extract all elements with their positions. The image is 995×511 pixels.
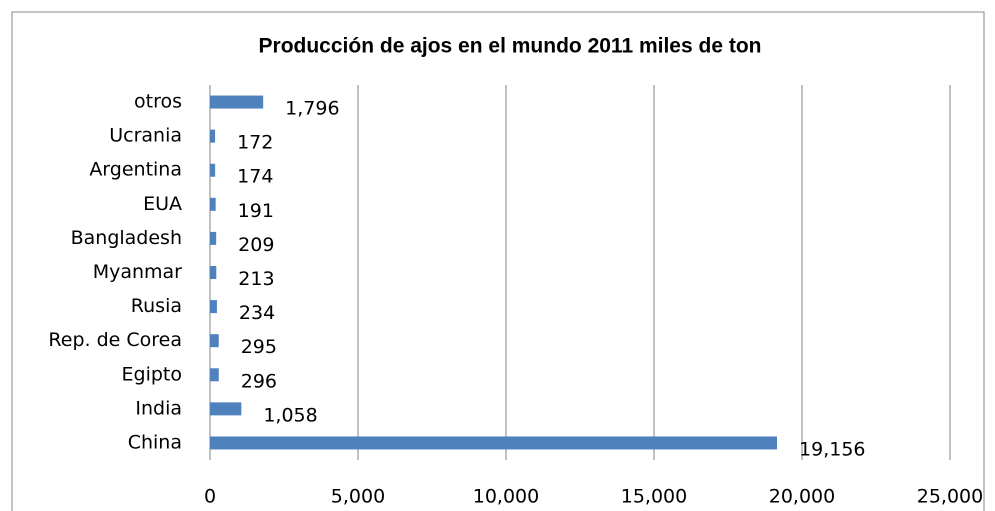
x-tick-label: 10,000 (473, 486, 539, 508)
bar (210, 197, 216, 211)
x-tick-label: 0 (204, 486, 216, 508)
chart-title: Producción de ajos en el mundo 2011 mile… (259, 35, 762, 58)
chart-frame (11, 11, 985, 511)
bar (210, 95, 264, 109)
bar (210, 436, 778, 450)
x-tick-label: 5,000 (331, 486, 385, 508)
data-label: 234 (239, 302, 275, 324)
data-label: 296 (241, 370, 277, 392)
data-label: 295 (241, 336, 277, 358)
y-tick-label: Rusia (131, 295, 182, 317)
data-label: 209 (238, 234, 274, 256)
data-label: 213 (238, 268, 274, 290)
bar (210, 231, 217, 245)
data-label: 174 (237, 166, 273, 188)
data-label: 1,796 (285, 98, 339, 120)
data-label: 191 (238, 200, 274, 222)
y-tick-label: Egipto (122, 363, 182, 385)
y-tick-label: EUA (143, 193, 182, 215)
bar (210, 368, 219, 382)
bar (210, 300, 217, 314)
y-tick-label: China (128, 431, 182, 453)
bar (210, 266, 217, 279)
data-label: 19,156 (799, 438, 865, 460)
y-tick-label: India (135, 397, 182, 419)
x-tick-label: 15,000 (621, 486, 687, 508)
y-tick-label: Argentina (89, 159, 182, 181)
y-tick-label: otros (134, 91, 182, 113)
bar (210, 334, 219, 348)
y-tick-label: Bangladesh (71, 227, 182, 249)
bar (210, 402, 242, 416)
bar (210, 129, 216, 143)
y-tick-label: Ucrania (109, 125, 182, 147)
data-label: 172 (237, 132, 273, 154)
y-tick-label: Myanmar (93, 261, 182, 283)
x-tick-label: 25,000 (917, 486, 983, 508)
y-tick-label: Rep. de Corea (48, 329, 182, 351)
x-tick-label: 20,000 (769, 486, 835, 508)
bar (210, 163, 216, 177)
data-label: 1,058 (263, 404, 317, 426)
